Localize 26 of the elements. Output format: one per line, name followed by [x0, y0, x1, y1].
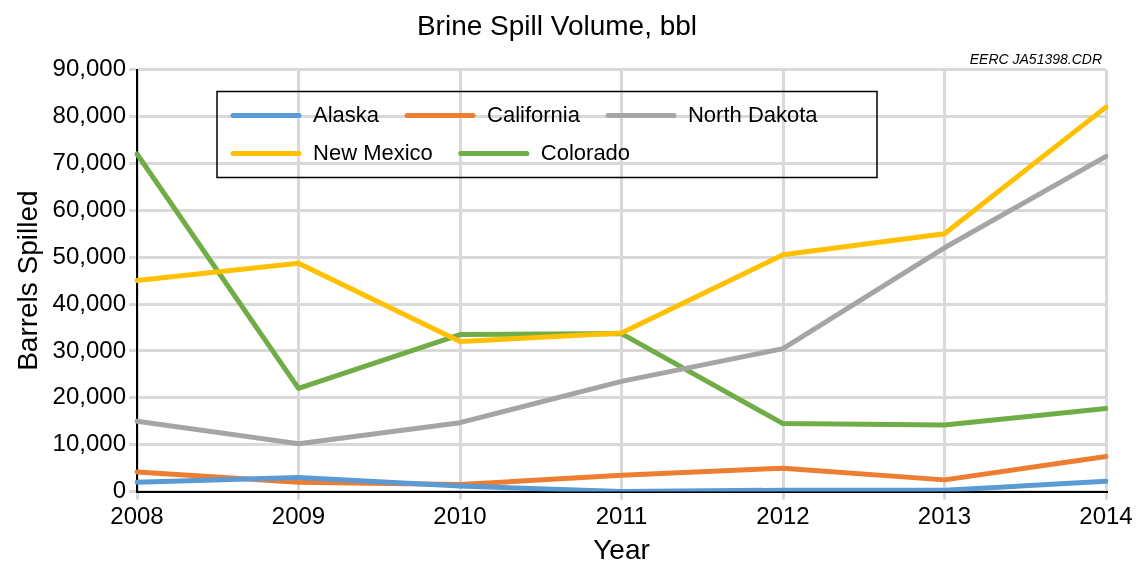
x-tick-label: 2008	[110, 501, 164, 529]
chart-title: Brine Spill Volume, bbl	[416, 9, 698, 41]
y-axis-title: Barrels Spilled	[11, 190, 43, 371]
x-tick-label: 2013	[917, 501, 972, 529]
x-tick-label: 2009	[271, 501, 326, 529]
x-axis-title: Year	[593, 533, 650, 565]
legend-label: New Mexico	[313, 139, 433, 165]
text: EERC JA51398.CDR	[969, 51, 1102, 68]
x-tick-label: 2010	[433, 501, 487, 529]
y-tick-label: 90,000	[52, 54, 127, 82]
x-tick-label: 2014	[1079, 501, 1133, 529]
y-tick-label: 40,000	[52, 288, 127, 316]
x-tick-label: 2011	[595, 501, 648, 529]
legend-label: North Dakota	[687, 101, 819, 127]
y-tick-label: 30,000	[52, 335, 127, 363]
legend-label: Alaska	[313, 101, 380, 127]
legend-label: Colorado	[540, 139, 631, 165]
y-tick-label: 70,000	[52, 148, 127, 175]
y-tick-label: 10,000	[52, 429, 127, 457]
legend-label: California	[487, 101, 581, 127]
y-tick-label: 0	[112, 476, 127, 504]
y-tick-label: 20,000	[52, 382, 127, 410]
y-tick-label: 50,000	[52, 241, 127, 269]
y-tick-label: 80,000	[52, 101, 127, 129]
y-tick-label: 60,000	[52, 194, 127, 222]
x-tick-label: 2012	[756, 501, 810, 529]
